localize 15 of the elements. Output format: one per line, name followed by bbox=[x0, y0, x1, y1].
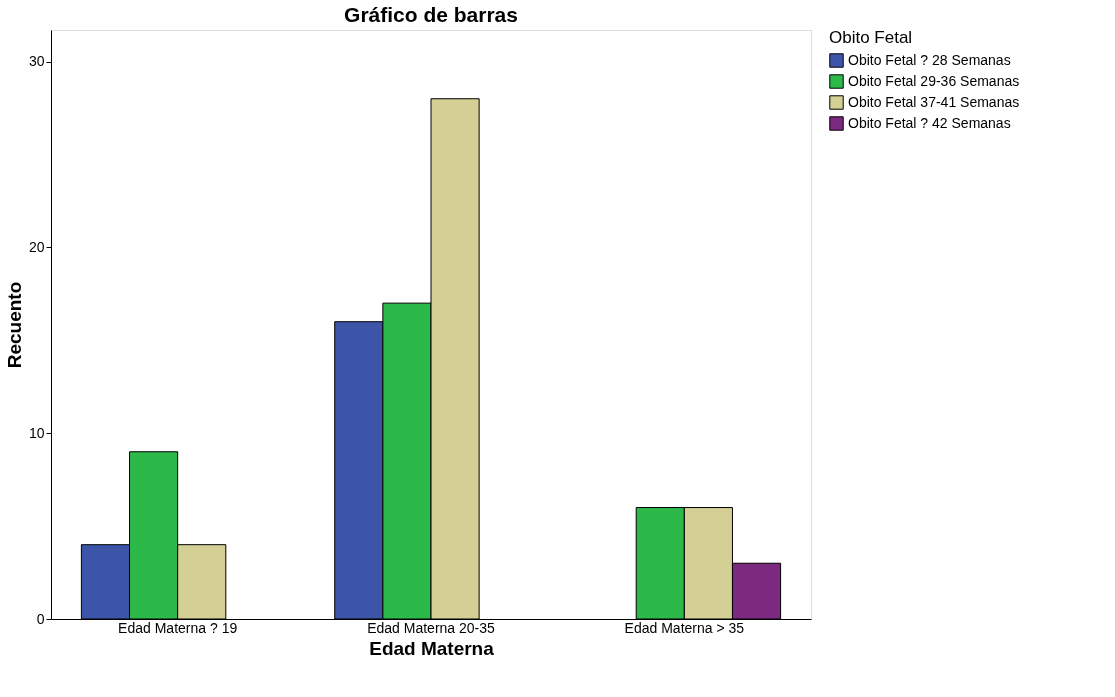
y-tick-label: 10 bbox=[28, 424, 45, 441]
y-axis-title: Recuento bbox=[3, 281, 25, 369]
x-axis-title: Edad Materna bbox=[369, 637, 495, 659]
x-tick-label: Edad Materna ? 19 bbox=[118, 619, 238, 636]
legend-label: Obito Fetal 37-41 Semanas bbox=[848, 93, 1020, 110]
x-tick-label: Edad Materna 20-35 bbox=[367, 619, 496, 636]
legend-title: Obito Fetal bbox=[829, 28, 913, 47]
x-tick-label: Edad Materna > 35 bbox=[624, 619, 745, 636]
y-tick-label: 20 bbox=[28, 238, 45, 255]
legend-label: Obito Fetal ? 28 Semanas bbox=[848, 51, 1011, 68]
chart-title: Gráfico de barras bbox=[344, 3, 518, 26]
y-tick-label: 0 bbox=[36, 610, 45, 627]
y-tick-label: 30 bbox=[28, 53, 45, 70]
legend-label: Obito Fetal 29-36 Semanas bbox=[848, 72, 1020, 89]
legend-label: Obito Fetal ? 42 Semanas bbox=[848, 114, 1011, 131]
